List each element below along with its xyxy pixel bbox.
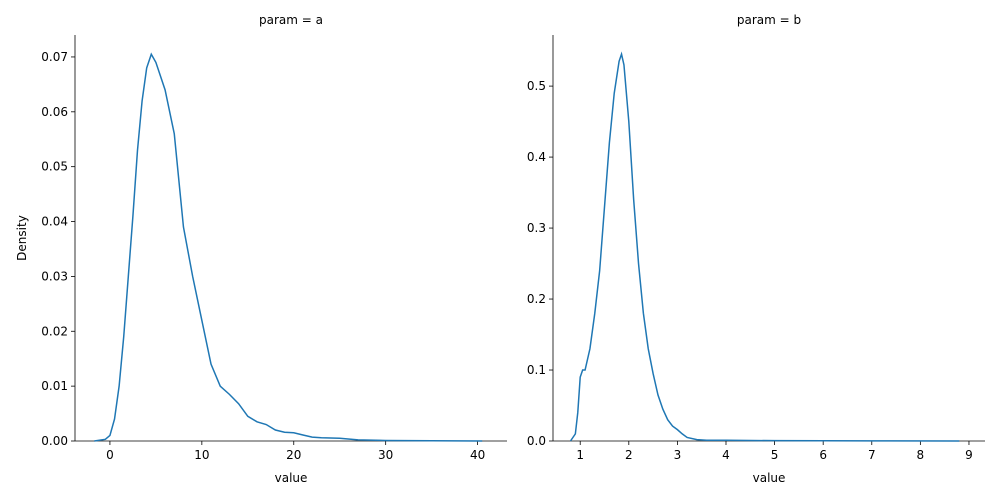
x-tick-label: 9 (965, 448, 973, 462)
y-tick-label: 0.03 (41, 269, 68, 283)
y-tick-label: 0.00 (41, 434, 68, 448)
x-axis-label: value (275, 471, 308, 485)
x-tick-label: 20 (286, 448, 301, 462)
y-tick-label: 0.0 (527, 434, 546, 448)
y-axis-label: Density (15, 215, 29, 261)
y-tick-label: 0.05 (41, 160, 68, 174)
density-line (569, 51, 960, 442)
y-tick-label: 0.1 (527, 363, 546, 377)
x-axis-label: value (753, 471, 786, 485)
x-tick-label: 0 (106, 448, 114, 462)
x-tick-label: 5 (771, 448, 779, 462)
density-line (94, 52, 483, 442)
x-tick-label: 3 (674, 448, 682, 462)
y-tick-label: 0.07 (41, 50, 68, 64)
x-tick-label: 30 (378, 448, 393, 462)
y-tick-label: 0.06 (41, 105, 68, 119)
x-tick-label: 1 (576, 448, 584, 462)
x-tick-label: 40 (470, 448, 485, 462)
x-tick-label: 8 (917, 448, 925, 462)
y-tick-label: 0.04 (41, 215, 68, 229)
panel-title: param = a (259, 13, 323, 27)
y-tick-label: 0.5 (527, 79, 546, 93)
x-tick-label: 6 (819, 448, 827, 462)
y-tick-label: 0.02 (41, 324, 68, 338)
x-tick-label: 2 (625, 448, 633, 462)
y-tick-label: 0.2 (527, 292, 546, 306)
x-tick-label: 10 (194, 448, 209, 462)
panel-title: param = b (737, 13, 801, 27)
y-tick-label: 0.3 (527, 221, 546, 235)
y-tick-label: 0.01 (41, 379, 68, 393)
x-tick-label: 7 (868, 448, 876, 462)
x-tick-label: 4 (722, 448, 730, 462)
y-tick-label: 0.4 (527, 150, 546, 164)
